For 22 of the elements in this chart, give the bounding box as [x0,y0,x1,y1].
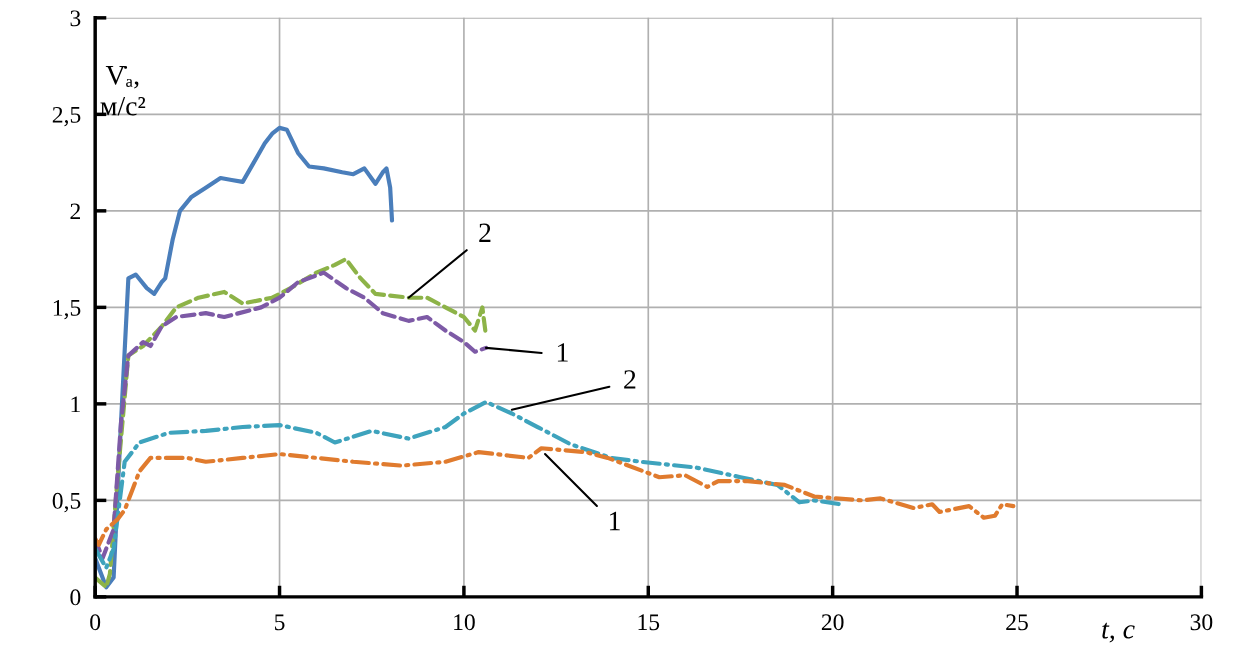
y-axis-title: V̇ₐ, м/с² [100,65,146,116]
annotation: 2 [624,370,636,389]
y-tick-label: 2,5 [52,106,81,127]
x-tick-label: 20 [821,614,844,631]
x-tick-label: 0 [90,614,101,631]
y-tick-label: 1 [71,396,80,413]
y-tick-label: 1,5 [53,299,81,320]
annotation: 1 [609,511,620,531]
annotation: 2 [479,223,491,242]
line-series [95,446,1016,547]
x-tick-label: 30 [1190,614,1213,631]
y-tick-label: 0,5 [52,492,81,513]
x-tick-label: 15 [638,614,660,631]
x-axis-title: t, с [1102,622,1135,643]
y-tick-label: 3 [70,10,81,27]
y-tick-label: 2 [70,203,80,220]
x-tick-label: 25 [1006,614,1028,631]
x-tick-label: 5 [275,614,285,631]
annotation: 1 [557,343,568,362]
line-series [95,399,843,571]
x-tick-label: 10 [454,614,475,631]
y-tick-label: 0 [70,589,81,606]
